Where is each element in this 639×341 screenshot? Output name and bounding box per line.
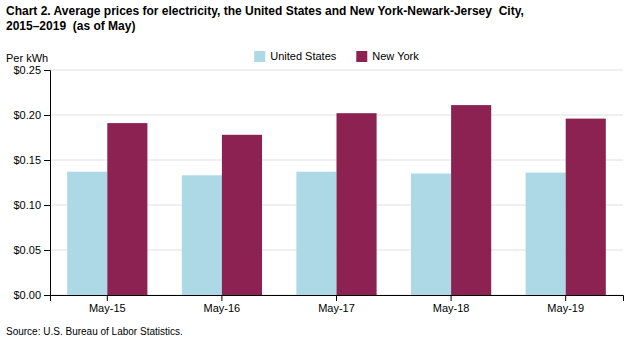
x-tick-mark [107,295,108,301]
y-tick: $0.10 [13,199,50,211]
legend-swatch [254,51,265,62]
x-tick: May-16 [204,295,241,314]
y-tick-mark [44,250,50,251]
plot: $0.00$0.05$0.10$0.15$0.20$0.25May-15May-… [13,64,623,314]
x-tick-label: May-19 [547,302,584,314]
x-tick-mark [451,295,452,301]
x-tick: May-19 [547,295,584,314]
bar [566,119,606,295]
y-axis: $0.00 $0.05 $0.10 $0.15 $0.20 $0.25 [13,64,50,301]
legend-item: New York [356,50,419,62]
legend-swatch [356,51,367,62]
y-tick-label: $0.00 [13,289,41,301]
y-tick-mark [44,205,50,206]
y-tick: $0.00 [13,289,50,301]
legend-item: United States [254,50,337,62]
grid [50,70,623,295]
bar [526,173,566,295]
y-axis-label: Per kWh [6,52,48,64]
bars [67,105,606,295]
x-tick-label: May-16 [204,302,241,314]
bar-series [107,105,606,295]
bar [296,172,336,295]
bar [182,175,222,295]
y-tick: $0.15 [13,154,50,166]
x-tick-label: May-15 [89,302,126,314]
subtitle: 2015–2019 (as of May) [6,19,135,33]
x-tick-label: May-18 [433,302,470,314]
x-tick-mark [336,295,337,301]
x-axis: May-15 May-16 May-17 May-18 May-19 [51,295,624,314]
legend-label: United States [270,50,337,62]
y-tick-label: $0.10 [13,199,41,211]
y-tick-label: $0.05 [13,244,41,256]
bar [451,105,491,295]
y-tick-mark [44,160,50,161]
y-tick: $0.05 [13,244,50,256]
y-tick-mark [44,295,50,296]
grid-line [50,70,623,71]
y-tick-label: $0.20 [13,109,41,121]
bar [222,135,262,295]
x-axis-line [51,296,624,302]
legend: United States New York [254,50,419,62]
x-tick-mark [565,295,566,301]
title: Chart 2. Average prices for electricity,… [6,4,524,18]
bar [337,113,377,295]
x-tick: May-15 [89,295,126,314]
y-tick-label: $0.15 [13,154,41,166]
bar [107,123,147,295]
x-tick-label: May-17 [318,302,355,314]
chart: Chart 2. Average prices for electricity,… [0,0,639,341]
y-tick: $0.20 [13,109,50,121]
y-tick: $0.25 [13,64,50,76]
y-tick-label: $0.25 [13,64,41,76]
bar [411,174,451,296]
y-tick-mark [44,115,50,116]
y-tick-mark [44,70,50,71]
source: Source: U.S. Bureau of Labor Statistics. [6,326,183,337]
y-axis-line [44,71,51,296]
x-tick-mark [221,295,222,301]
bar [67,172,107,295]
legend-label: New York [372,50,419,62]
x-tick: May-18 [433,295,470,314]
x-tick: May-17 [318,295,355,314]
